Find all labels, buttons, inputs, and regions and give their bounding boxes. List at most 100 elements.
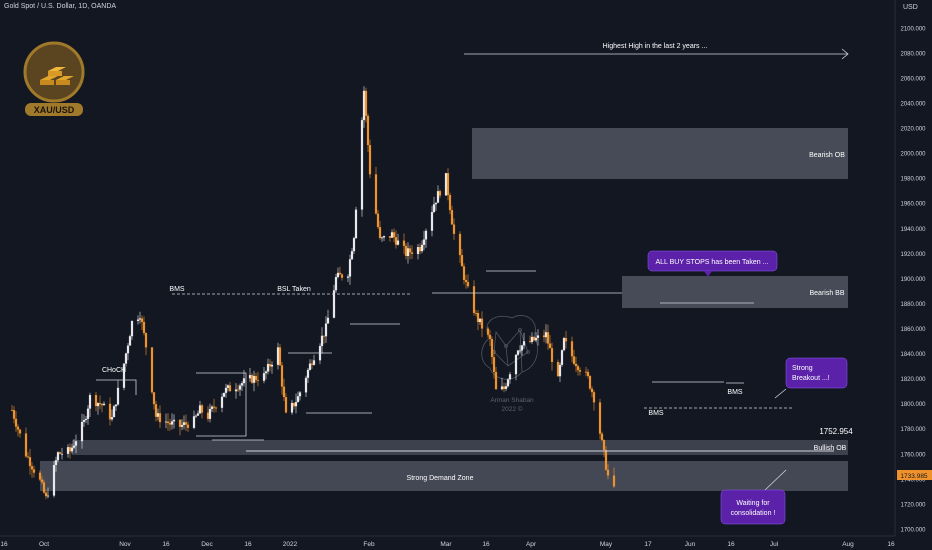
candle-body: [206, 412, 210, 419]
candle-body: [326, 317, 330, 324]
price-tick-label: 1880.000: [900, 302, 926, 308]
candle-body: [382, 236, 386, 238]
bearish-bb-label: Bearish BB: [809, 290, 844, 297]
candle-body: [490, 338, 494, 358]
candle-body: [508, 374, 512, 380]
candle-body: [588, 375, 592, 389]
candle-body: [324, 323, 328, 337]
candle-body: [44, 492, 48, 497]
price-tick-label: 1960.000: [900, 202, 926, 208]
candle-body: [352, 238, 356, 252]
price-tick-label: 1700.000: [900, 527, 926, 533]
candle-body: [546, 332, 550, 344]
candle-body: [88, 395, 92, 409]
candle-body: [68, 447, 72, 452]
candle-body: [130, 320, 134, 337]
candle-body: [304, 377, 308, 393]
candle-body: [180, 424, 184, 427]
candle-body: [564, 338, 568, 342]
time-tick-label: 2022: [283, 541, 298, 548]
candle-body: [98, 403, 102, 405]
highest-high-arrowhead: [841, 48, 849, 60]
candle-body: [254, 375, 258, 381]
candle-body: [536, 335, 540, 338]
candle-body: [448, 194, 452, 211]
candle-body: [196, 413, 200, 416]
candle-body: [228, 385, 232, 392]
time-axis[interactable]: 16 Oct Nov 16 Dec 16 2022 Feb Mar 16 Apr May 17 Jun 16…: [0, 541, 895, 548]
candle-body: [102, 403, 106, 406]
candle-body: [296, 396, 300, 403]
candle-body: [556, 361, 560, 377]
candle-body: [236, 389, 240, 391]
price-tick-label: 2100.000: [900, 26, 926, 32]
time-tick-label: Apr: [526, 541, 537, 548]
candle-body: [350, 251, 354, 260]
candles: [10, 86, 616, 500]
callout-consolidation-line1: Waiting for: [736, 500, 770, 507]
candle-body: [18, 429, 22, 434]
candle-body: [380, 237, 384, 239]
candle-body: [444, 173, 448, 196]
time-tick-label: 16: [162, 541, 170, 548]
candle-body: [322, 335, 326, 337]
candle-body: [404, 245, 408, 257]
candle-body: [42, 482, 46, 493]
candle-body: [126, 345, 130, 354]
candle-body: [144, 333, 148, 348]
candle-body: [200, 405, 204, 413]
candle-body: [542, 335, 546, 338]
candle-body: [550, 348, 554, 362]
candle-body: [84, 418, 88, 420]
time-tick-label: Nov: [119, 541, 131, 548]
candle-body: [66, 447, 70, 454]
candle-body: [110, 417, 114, 420]
price-tick-label: 2060.000: [900, 76, 926, 82]
candle-body: [466, 282, 470, 287]
candle-body: [170, 421, 174, 425]
candle-body: [242, 378, 246, 384]
candle-body: [278, 347, 282, 366]
price-axis[interactable]: 1700.000 1720.000 1740.000 1760.000 1780.000…: [900, 26, 926, 533]
last-price-value: 1733.985: [900, 473, 927, 480]
symbol-title: Gold Spot / U.S. Dollar, 1D, OANDA: [4, 3, 117, 10]
candle-body: [452, 224, 456, 234]
candle-body: [128, 336, 132, 346]
candle-body: [290, 402, 294, 413]
candle-body: [436, 191, 440, 203]
candle-body: [16, 426, 20, 430]
candle-body: [240, 383, 244, 386]
candle-body: [26, 456, 30, 458]
xau-usd-logo: XAU/USD: [23, 41, 85, 116]
candle-body: [570, 341, 574, 357]
candle-body: [310, 363, 314, 365]
price-tick-label: 1780.000: [900, 427, 926, 433]
candle-body: [558, 364, 562, 377]
candle-body: [494, 371, 498, 390]
time-tick-label: Dec: [201, 541, 213, 548]
candle-body: [112, 406, 116, 418]
candle-body: [430, 212, 434, 231]
price-tick-label: 1860.000: [900, 327, 926, 333]
candle-body: [434, 202, 438, 205]
candle-body: [56, 452, 60, 461]
candle-body: [212, 406, 216, 408]
candle-body: [480, 318, 484, 329]
consolidation-pointer: [764, 469, 787, 491]
candle-body: [60, 453, 64, 455]
breakout-pointer: [774, 388, 787, 399]
candle-body: [446, 173, 450, 195]
candle-body: [518, 350, 522, 352]
callout-breakout: Strong Breakout ...!: [785, 357, 848, 389]
candle-body: [140, 318, 144, 322]
candle-body: [256, 380, 260, 381]
candle-body: [136, 319, 140, 321]
candle-body: [156, 413, 160, 417]
candle-body: [548, 343, 552, 349]
candle-body: [374, 174, 378, 214]
highest-high-label: Highest High in the last 2 years ...: [603, 43, 708, 50]
time-tick-label: Aug: [842, 541, 854, 548]
candle-body: [80, 421, 84, 442]
price-tick-label: 1760.000: [900, 452, 926, 458]
